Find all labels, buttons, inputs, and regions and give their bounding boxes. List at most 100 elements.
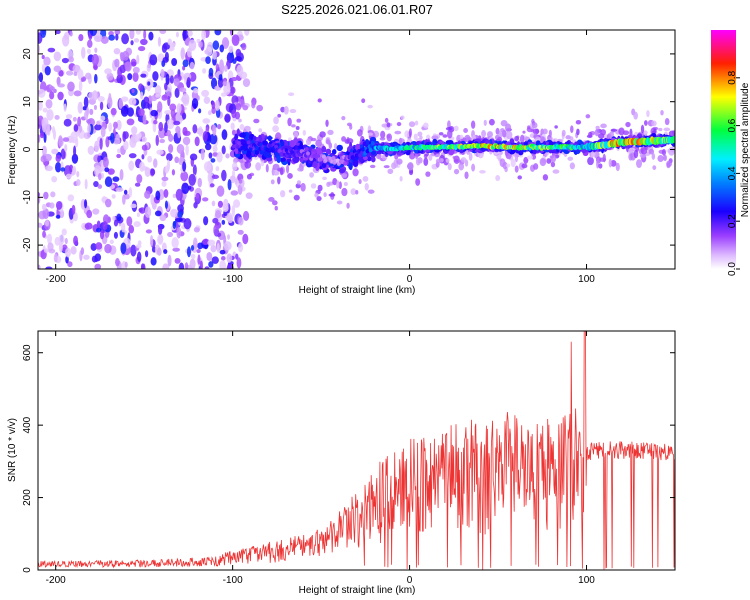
spectrogram-cell — [53, 253, 58, 263]
spectrogram-cell — [271, 200, 278, 206]
spectrogram-cell — [138, 207, 143, 213]
spectrogram-cell — [119, 64, 127, 74]
spectrogram-cell — [81, 46, 86, 59]
spectrogram-cell — [96, 120, 100, 126]
spectrogram-cell — [150, 194, 155, 206]
spectrogram-cell — [226, 81, 231, 90]
spectrogram-cell — [622, 130, 630, 136]
spectrogram-cell — [312, 161, 318, 169]
spectrogram-cell — [550, 154, 557, 163]
spectrogram-cell — [643, 120, 648, 126]
spectrogram-cell — [39, 132, 45, 139]
spectrogram-cell — [325, 148, 332, 155]
spectrogram-cell — [97, 155, 101, 163]
spectrogram-cell — [175, 188, 183, 201]
spectrogram-cell — [198, 108, 202, 114]
spectrogram-cell — [184, 262, 189, 269]
spectrogram-cell — [651, 152, 656, 160]
spectrogram-cell — [121, 96, 129, 102]
spectrogram-cell — [87, 145, 95, 155]
spectrogram-cell — [51, 148, 59, 155]
spectrogram-cell — [286, 164, 290, 174]
spectrogram-cell — [608, 158, 612, 168]
spectrogram-cell — [423, 157, 429, 166]
spectrogram-cell — [325, 139, 331, 145]
spectrogram-cell — [438, 132, 444, 136]
spectrogram-cell — [442, 134, 448, 138]
spectrogram-cell — [216, 151, 223, 163]
spectrogram-cell — [176, 226, 182, 239]
spectrogram-cell — [174, 87, 180, 98]
spectrogram-cell — [399, 175, 403, 182]
spectrogram-cell — [208, 152, 213, 159]
spectrogram-cell — [83, 132, 91, 140]
spectrogram-cell — [331, 149, 337, 155]
spectrogram-cell — [277, 113, 282, 118]
spectrogram-cell — [280, 140, 285, 147]
spectrogram-cell — [336, 200, 343, 205]
spectrogram-cell — [116, 74, 123, 84]
spectrogram-cell — [219, 260, 227, 269]
spectrogram-cell — [182, 136, 191, 146]
spectrogram-cell — [289, 108, 297, 114]
spectrogram-cell — [279, 167, 284, 176]
spectrogram-cell — [362, 141, 367, 147]
spectrogram-cell — [182, 65, 186, 71]
spectrogram-cell — [633, 111, 638, 120]
spectrogram-cell — [128, 97, 137, 106]
spectrogram-cell — [288, 92, 295, 97]
spectrogram-cell — [140, 73, 147, 78]
spectrogram-cell — [212, 151, 218, 157]
spectrogram-cell — [180, 47, 186, 60]
spectrogram-cell — [38, 88, 46, 98]
spectrogram-cell — [367, 104, 373, 109]
spectrogram-cell — [53, 51, 62, 62]
spectrogram-cell — [352, 149, 357, 154]
spectrogram-cell — [71, 204, 76, 215]
spectrogram-cell — [233, 199, 241, 208]
spectrogram-cell — [499, 158, 506, 168]
spectrogram-cell — [60, 148, 66, 160]
spectrogram-cell — [199, 260, 203, 269]
spectrogram-cell — [595, 125, 600, 130]
spectrogram-cell — [226, 263, 234, 269]
spectrogram-cell — [315, 139, 322, 147]
spectrogram-cell — [204, 143, 212, 151]
spectrogram-cell — [321, 145, 327, 153]
spectrogram-cell — [171, 237, 179, 249]
spectrogram-cell — [38, 222, 43, 228]
spectrogram-cell — [154, 210, 162, 217]
spectrogram-cell — [87, 124, 91, 134]
spectrogram-cell — [287, 117, 292, 127]
spectrogram-cell — [127, 73, 133, 81]
spectrogram-cell — [197, 254, 201, 265]
spectrogram-cell — [84, 222, 93, 230]
spectrogram-cell — [346, 122, 352, 127]
spectrogram-cell — [64, 144, 68, 153]
spectrogram-cell — [585, 114, 591, 119]
spectrogram-cell — [213, 224, 219, 237]
spectrogram-cell — [73, 71, 78, 77]
spectrogram-cell — [328, 142, 333, 149]
spectrogram-cell — [341, 187, 348, 197]
spectrogram-cell — [94, 124, 102, 131]
spectrogram-cell — [108, 34, 116, 41]
spectrogram-cell — [218, 74, 223, 81]
spectrogram-cell — [46, 109, 54, 121]
spectrogram-cell — [44, 219, 49, 227]
spectrogram-cell — [208, 67, 214, 77]
spectrogram-cell — [93, 64, 98, 70]
snr-panel: -200 -100 0 100 0 200 400 600 Height of straig… — [7, 330, 676, 596]
spectrogram-cell — [170, 42, 176, 48]
spectrogram-cell — [196, 128, 204, 135]
spectrogram-cell — [171, 57, 178, 67]
spectrogram-cell — [142, 263, 146, 269]
spectrogram-cell — [409, 152, 416, 160]
spectrogram-cell — [166, 119, 175, 130]
spectrogram-cell — [130, 244, 137, 257]
spectrogram-cell — [415, 153, 419, 159]
spectrogram-cell — [174, 258, 181, 264]
spectrogram-cell — [246, 140, 251, 145]
spectrogram-cell — [521, 163, 528, 169]
spectrogram-cell — [352, 159, 359, 168]
